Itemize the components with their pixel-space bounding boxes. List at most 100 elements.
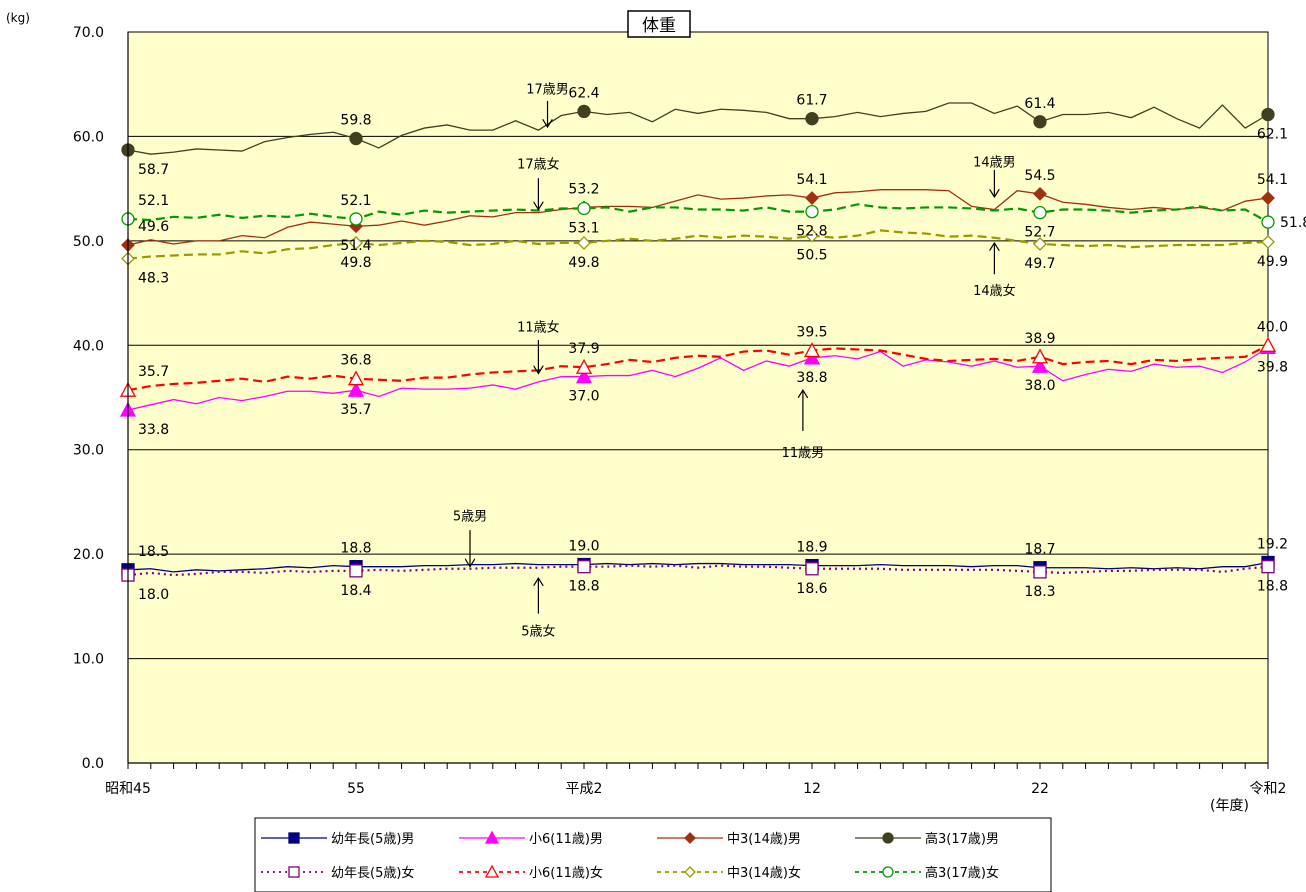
data-label: 54.1 bbox=[796, 172, 827, 188]
legend-label: 幼年長(5歳)男 bbox=[331, 832, 414, 847]
data-label: 38.8 bbox=[796, 370, 827, 386]
legend-item: 小6(11歳)男 bbox=[459, 830, 603, 847]
data-label: 49.8 bbox=[340, 255, 371, 271]
annotation-label: 5歳女 bbox=[521, 623, 555, 639]
data-label: 38.9 bbox=[1024, 331, 1055, 347]
series-line bbox=[127, 203, 1269, 224]
legend-label: 小6(11歳)男 bbox=[529, 832, 603, 847]
legend-label: 小6(11歳)女 bbox=[529, 865, 603, 881]
data-label: 52.1 bbox=[138, 193, 169, 209]
data-label: 51.4 bbox=[340, 238, 371, 254]
data-point bbox=[1033, 565, 1047, 579]
data-label: 18.3 bbox=[1024, 584, 1055, 600]
data-label: 18.4 bbox=[340, 583, 371, 599]
data-point bbox=[1259, 336, 1277, 352]
series-line bbox=[127, 189, 1269, 246]
data-label: 51.8 bbox=[1280, 215, 1306, 231]
series-line bbox=[127, 564, 1269, 577]
data-label: 18.0 bbox=[138, 587, 169, 603]
annotation-label: 17歳男 bbox=[526, 82, 569, 97]
y-tick-label: 60.0 bbox=[73, 129, 104, 145]
legend-item: 幼年長(5歳)女 bbox=[261, 865, 414, 881]
data-label: 52.7 bbox=[1024, 225, 1055, 241]
data-point bbox=[1261, 560, 1275, 574]
y-tick-label: 0.0 bbox=[82, 756, 104, 772]
data-point bbox=[684, 866, 696, 878]
data-label: 33.8 bbox=[138, 422, 169, 438]
legend-label: 高3(17歳)男 bbox=[925, 831, 999, 847]
annotation-label: 17歳女 bbox=[517, 157, 560, 173]
data-point bbox=[1261, 234, 1275, 249]
data-label: 53.2 bbox=[568, 181, 599, 197]
data-label: 62.4 bbox=[568, 85, 599, 101]
data-point bbox=[349, 131, 363, 146]
x-axis-unit: (年度) bbox=[1210, 798, 1249, 814]
data-label: 54.5 bbox=[1024, 168, 1055, 184]
data-label: 18.9 bbox=[796, 540, 827, 556]
data-point bbox=[349, 236, 363, 250]
data-point bbox=[882, 832, 894, 844]
data-label: 61.7 bbox=[796, 93, 827, 109]
data-label: 40.0 bbox=[1257, 319, 1288, 335]
y-tick-label: 70.0 bbox=[73, 25, 104, 41]
data-label: 35.7 bbox=[340, 402, 371, 418]
data-point bbox=[577, 104, 591, 119]
data-point bbox=[347, 381, 365, 397]
data-label: 61.4 bbox=[1024, 96, 1055, 112]
legend-label: 中3(14歳)女 bbox=[727, 865, 801, 881]
data-point bbox=[1033, 237, 1047, 251]
data-label: 19.0 bbox=[568, 539, 599, 555]
data-point bbox=[882, 866, 894, 878]
data-label: 18.8 bbox=[340, 541, 371, 557]
data-label: 49.9 bbox=[1257, 254, 1288, 270]
data-point bbox=[803, 342, 821, 358]
data-label: 18.6 bbox=[796, 581, 827, 597]
data-label: 36.8 bbox=[340, 353, 371, 369]
data-point bbox=[1033, 186, 1047, 201]
y-tick-label: 20.0 bbox=[73, 547, 104, 563]
data-point bbox=[805, 191, 819, 205]
data-point bbox=[484, 830, 500, 844]
data-point bbox=[805, 562, 819, 576]
y-tick-label: 30.0 bbox=[73, 443, 104, 459]
data-label: 39.8 bbox=[1257, 359, 1288, 375]
series-8 bbox=[121, 201, 1275, 229]
series-6 bbox=[119, 336, 1277, 397]
data-point bbox=[288, 832, 300, 844]
x-tick-label: 12 bbox=[803, 781, 821, 797]
data-label: 58.7 bbox=[138, 162, 169, 178]
data-label: 37.9 bbox=[568, 341, 599, 357]
data-label: 54.1 bbox=[1257, 172, 1288, 188]
legend-item: 幼年長(5歳)男 bbox=[261, 832, 414, 847]
annotation-label: 14歳男 bbox=[973, 155, 1016, 170]
series-line bbox=[127, 346, 1269, 411]
data-point bbox=[484, 864, 500, 878]
data-label: 35.7 bbox=[138, 364, 169, 380]
data-label: 49.7 bbox=[1024, 256, 1055, 272]
data-label: 38.0 bbox=[1024, 378, 1055, 394]
data-point bbox=[349, 564, 363, 578]
x-tick-label: 平成2 bbox=[566, 781, 603, 797]
data-point bbox=[1033, 206, 1047, 220]
x-tick-label: 令和2 bbox=[1250, 781, 1287, 797]
legend-label: 高3(17歳)女 bbox=[925, 865, 999, 881]
data-point bbox=[349, 212, 363, 226]
data-point bbox=[577, 201, 591, 216]
chart-title-text: 体重 bbox=[642, 16, 676, 36]
data-point bbox=[575, 368, 593, 384]
series-line bbox=[127, 102, 1269, 155]
series-5 bbox=[121, 560, 1275, 582]
data-point bbox=[1033, 115, 1047, 129]
data-point bbox=[577, 236, 591, 250]
legend-item: 高3(17歳)男 bbox=[855, 831, 999, 847]
data-point bbox=[347, 370, 365, 386]
chart-title: 体重 bbox=[627, 10, 691, 38]
annotation-label: 5歳男 bbox=[453, 510, 487, 525]
x-tick-label: 22 bbox=[1031, 781, 1049, 797]
legend-label: 中3(14歳)男 bbox=[727, 832, 801, 847]
legend-label: 幼年長(5歳)女 bbox=[331, 865, 414, 881]
data-point bbox=[1261, 215, 1275, 229]
data-point bbox=[1261, 107, 1275, 122]
data-label: 49.8 bbox=[568, 255, 599, 271]
data-point bbox=[805, 112, 819, 126]
